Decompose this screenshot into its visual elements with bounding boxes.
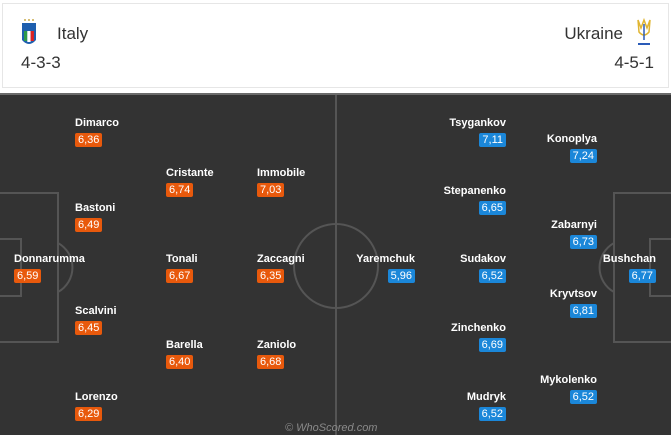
left-penalty-arc xyxy=(57,242,74,293)
player-rating: 6,81 xyxy=(569,304,597,318)
player-name: Mudryk xyxy=(466,391,506,403)
player-konoplya[interactable]: Konoplya 7,24 xyxy=(547,133,597,164)
player-lorenzo[interactable]: Lorenzo 6,29 xyxy=(75,391,118,422)
player-rating: 6,49 xyxy=(75,218,103,232)
player-name: Cristante xyxy=(166,167,214,179)
right-penalty-area xyxy=(613,192,671,343)
player-name: Lorenzo xyxy=(75,391,118,403)
player-rating: 6,65 xyxy=(478,201,506,215)
player-rating: 6,52 xyxy=(478,407,506,421)
player-zinchenko[interactable]: Zinchenko 6,69 xyxy=(451,322,506,353)
player-rating: 6,36 xyxy=(75,133,103,147)
match-header: Italy 4-3-3 Ukraine 4-5-1 xyxy=(2,3,669,88)
player-zabarnyi[interactable]: Zabarnyi 6,73 xyxy=(551,219,597,250)
player-rating: 6,29 xyxy=(75,407,103,421)
player-name: Donnarumma xyxy=(14,253,85,265)
player-stepanenko[interactable]: Stepanenko 6,65 xyxy=(444,185,506,216)
watermark: © WhoScored.com xyxy=(285,422,378,434)
player-rating: 6,69 xyxy=(478,338,506,352)
player-name: Yaremchuk xyxy=(356,253,415,265)
player-name: Tonali xyxy=(166,253,198,265)
home-team-name: Italy xyxy=(57,24,89,43)
player-rating: 6,59 xyxy=(14,269,42,283)
player-immobile[interactable]: Immobile 7,03 xyxy=(257,167,305,198)
right-penalty-arc xyxy=(598,242,615,293)
player-name: Zaniolo xyxy=(257,339,297,351)
player-cristante[interactable]: Cristante 6,74 xyxy=(166,167,214,198)
player-name: Scalvini xyxy=(75,305,117,317)
player-name: Mykolenko xyxy=(540,374,597,386)
away-team-name: Ukraine xyxy=(564,24,623,43)
player-zaniolo[interactable]: Zaniolo 6,68 xyxy=(257,339,296,370)
player-barella[interactable]: Barella 6,40 xyxy=(166,339,203,370)
player-rating: 5,96 xyxy=(387,269,415,283)
player-name: Stepanenko xyxy=(443,185,506,197)
player-rating: 7,03 xyxy=(257,183,285,197)
player-bastoni[interactable]: Bastoni 6,49 xyxy=(75,202,115,233)
player-rating: 6,67 xyxy=(166,269,194,283)
player-sudakov[interactable]: Sudakov 6,52 xyxy=(460,253,506,284)
player-name: Barella xyxy=(166,339,203,351)
player-tsygankov[interactable]: Tsygankov 7,11 xyxy=(449,117,506,148)
player-name: Tsygankov xyxy=(449,117,506,129)
player-scalvini[interactable]: Scalvini 6,45 xyxy=(75,305,117,336)
player-rating: 6,45 xyxy=(75,321,103,335)
player-mudryk[interactable]: Mudryk 6,52 xyxy=(467,391,506,422)
player-rating: 6,52 xyxy=(478,269,506,283)
player-name: Konoplya xyxy=(546,133,597,145)
away-formation: 4-5-1 xyxy=(614,53,654,72)
player-name: Zabarnyi xyxy=(551,219,597,231)
home-formation: 4-3-3 xyxy=(21,53,61,72)
player-name: Zinchenko xyxy=(450,322,506,334)
player-rating: 6,35 xyxy=(257,269,285,283)
player-rating: 6,52 xyxy=(569,390,597,404)
ukraine-crest-icon xyxy=(637,18,651,45)
player-rating: 6,74 xyxy=(166,183,194,197)
centre-circle xyxy=(293,223,379,309)
player-bushchan[interactable]: Bushchan 6,77 xyxy=(603,253,656,284)
player-rating: 7,11 xyxy=(479,133,506,147)
player-zaccagni[interactable]: Zaccagni 6,35 xyxy=(257,253,305,284)
right-goal-area xyxy=(649,238,671,297)
player-rating: 6,40 xyxy=(166,355,194,369)
player-name: Sudakov xyxy=(460,253,506,265)
player-name: Immobile xyxy=(257,167,306,179)
player-name: Bastoni xyxy=(75,202,116,214)
left-goal-area xyxy=(0,238,22,297)
player-yaremchuk[interactable]: Yaremchuk 5,96 xyxy=(356,253,415,284)
player-rating: 6,73 xyxy=(569,235,597,249)
player-name: Zaccagni xyxy=(257,253,305,265)
italy-crest-icon xyxy=(22,19,36,44)
pitch: Dimarco 6,36 Bastoni 6,49 Donnarumma 6,59 S… xyxy=(0,93,671,435)
player-rating: 7,24 xyxy=(569,149,597,163)
player-name: Kryvtsov xyxy=(549,288,597,300)
player-name: Dimarco xyxy=(75,117,120,129)
player-rating: 6,77 xyxy=(628,269,656,283)
left-penalty-area xyxy=(0,192,59,343)
player-name: Bushchan xyxy=(602,253,656,265)
player-kryvtsov[interactable]: Kryvtsov 6,81 xyxy=(550,288,597,319)
player-tonali[interactable]: Tonali 6,67 xyxy=(166,253,198,284)
player-rating: 6,68 xyxy=(257,355,285,369)
player-dimarco[interactable]: Dimarco 6,36 xyxy=(75,117,119,148)
pitch-markings xyxy=(0,95,671,435)
player-mykolenko[interactable]: Mykolenko 6,52 xyxy=(540,374,597,405)
player-donnarumma[interactable]: Donnarumma 6,59 xyxy=(14,253,85,284)
